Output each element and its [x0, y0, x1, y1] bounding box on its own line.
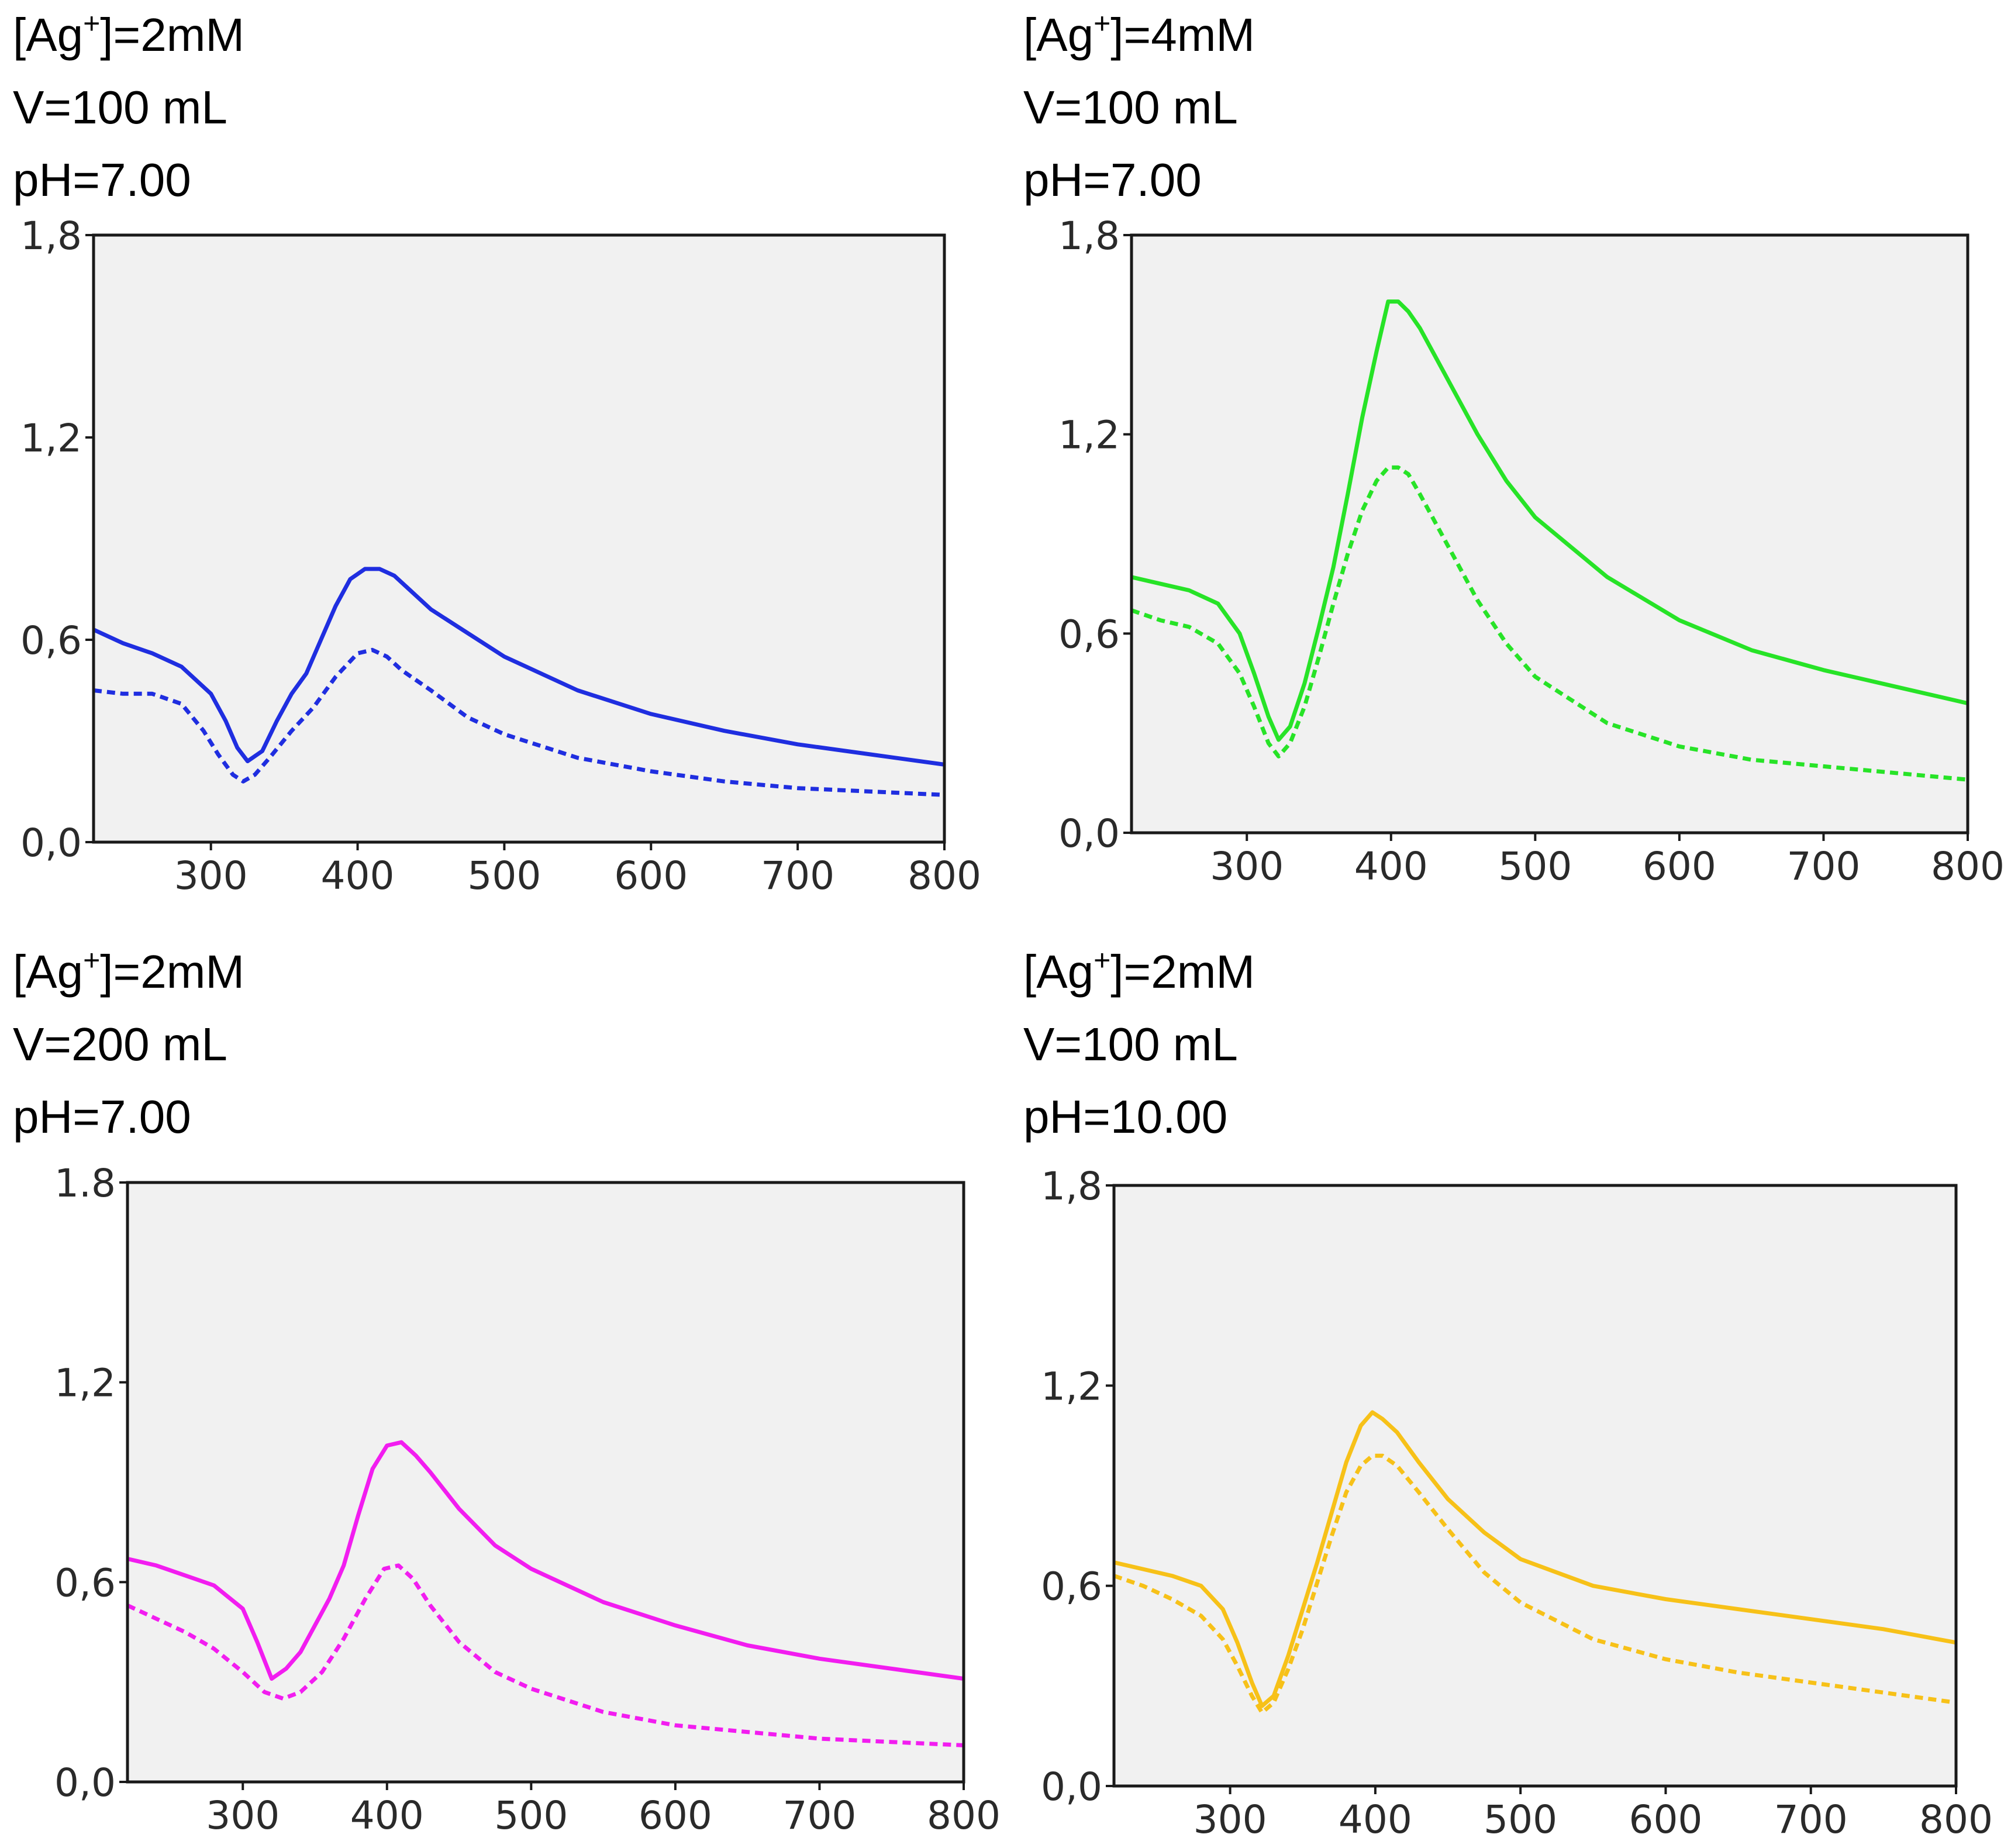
- x-tick-label: 800: [1931, 844, 2005, 889]
- y-tick-label: 0,6: [1058, 612, 1120, 657]
- volume-label: V=100 mL: [1023, 81, 1238, 133]
- y-tick-label: 1,8: [1058, 213, 1120, 258]
- x-tick-label: 400: [1354, 844, 1428, 889]
- x-tick-label: 300: [1210, 844, 1284, 889]
- x-tick-label: 400: [321, 853, 395, 898]
- x-tick-label: 500: [467, 853, 541, 898]
- volume-label: V=100 mL: [13, 81, 227, 133]
- y-tick-label: 0,0: [1058, 811, 1120, 856]
- plot-frame: [92, 233, 946, 844]
- series-line-solid: [127, 1440, 964, 1681]
- plot-frame: [126, 1181, 965, 1784]
- y-tick-label: 1,2: [1041, 1364, 1102, 1409]
- plot-area: [1132, 235, 1968, 833]
- y-tick-label: 0,0: [1041, 1764, 1102, 1809]
- series-line-solid: [1113, 1410, 1957, 1708]
- y-tick-label: 0,6: [20, 618, 82, 663]
- conditions-label: [Ag+]=2mM V=200 mL pH=7.00: [13, 936, 244, 1153]
- x-tick-label: 800: [908, 853, 981, 898]
- y-tick-label: 1,2: [1058, 413, 1120, 458]
- silver-concentration: [Ag+]=2mM: [1023, 944, 1255, 998]
- y-tick-label: 1,8: [20, 213, 82, 258]
- x-tick-label: 500: [1498, 844, 1572, 889]
- y-tick-label: 0,6: [1041, 1564, 1102, 1609]
- x-tick-label: 300: [1194, 1797, 1267, 1842]
- x-tick-label: 300: [206, 1793, 280, 1838]
- series-line-solid: [1131, 299, 1968, 742]
- x-tick-label: 800: [1919, 1797, 1993, 1842]
- x-tick-label: 500: [494, 1793, 568, 1838]
- series-line-dashed: [93, 647, 945, 797]
- series-line-dashed: [1130, 465, 1968, 782]
- y-tick-label: 1.8: [54, 1161, 116, 1206]
- ph-label: pH=7.00: [13, 154, 191, 206]
- x-tick-label: 700: [1774, 1797, 1848, 1842]
- plot-area: [1114, 1185, 1956, 1786]
- ph-label: pH=7.00: [13, 1091, 191, 1143]
- x-tick-label: 400: [350, 1793, 424, 1838]
- y-tick-label: 1,2: [54, 1361, 116, 1406]
- plot-frame: [1112, 1184, 1958, 1788]
- series-line-dashed: [1113, 1453, 1957, 1715]
- conditions-label: [Ag+]=2mM V=100 mL pH=7.00: [13, 0, 244, 216]
- ph-label: pH=7.00: [1023, 154, 1202, 206]
- ph-label: pH=10.00: [1023, 1091, 1228, 1143]
- x-tick-label: 700: [782, 1793, 856, 1838]
- y-tick-label: 0,6: [54, 1560, 116, 1605]
- plot-area: [127, 1182, 964, 1782]
- plot-frame: [1130, 233, 1969, 835]
- volume-label: V=100 mL: [1023, 1018, 1238, 1070]
- conditions-label: [Ag+]=4mM V=100 mL pH=7.00: [1023, 0, 1255, 216]
- series-line-solid: [92, 567, 945, 767]
- series-line-dashed: [126, 1563, 964, 1747]
- x-tick-label: 800: [927, 1793, 1001, 1838]
- x-tick-label: 300: [174, 853, 248, 898]
- volume-label: V=200 mL: [13, 1018, 227, 1070]
- silver-concentration: [Ag+]=2mM: [13, 944, 244, 998]
- conditions-label: [Ag+]=2mM V=100 mL pH=10.00: [1023, 936, 1255, 1153]
- x-tick-label: 700: [1786, 844, 1860, 889]
- y-tick-label: 1,8: [1041, 1164, 1102, 1209]
- silver-concentration: [Ag+]=4mM: [1023, 7, 1255, 61]
- x-tick-label: 700: [761, 853, 834, 898]
- y-tick-label: 0,0: [54, 1760, 116, 1805]
- x-tick-label: 600: [1643, 844, 1716, 889]
- silver-concentration: [Ag+]=2mM: [13, 7, 244, 61]
- y-tick-label: 0,0: [20, 820, 82, 866]
- x-tick-label: 500: [1484, 1797, 1557, 1842]
- x-tick-label: 600: [639, 1793, 712, 1838]
- x-tick-label: 400: [1339, 1797, 1412, 1842]
- x-tick-label: 600: [614, 853, 688, 898]
- y-tick-label: 1,2: [20, 416, 82, 461]
- x-tick-label: 600: [1629, 1797, 1702, 1842]
